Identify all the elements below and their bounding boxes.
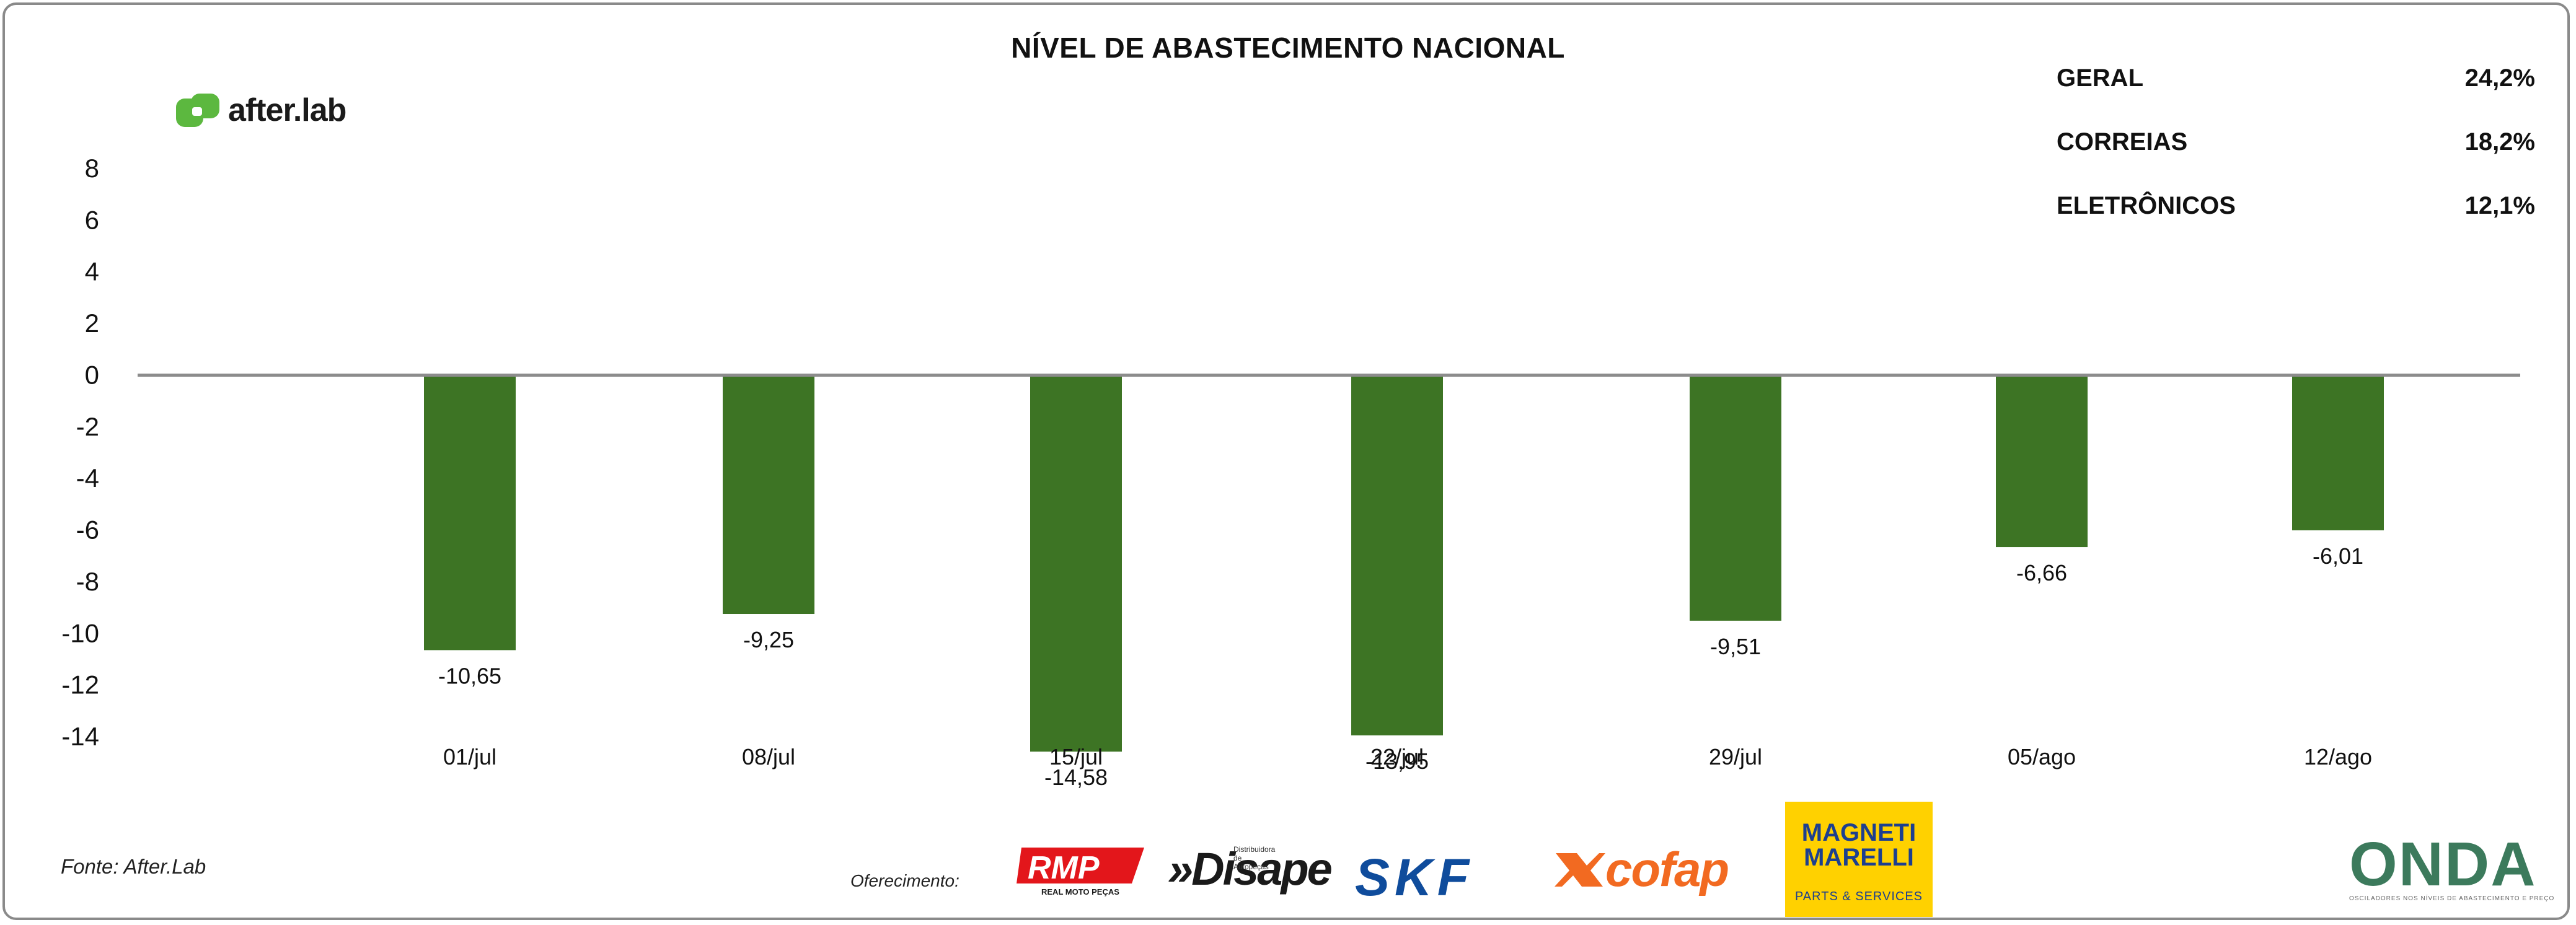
skf-logo: SKF [1355,848,1474,906]
onda-logo: ONDA OSCILADORES NOS NÍVEIS DE ABASTECIM… [2349,829,2554,902]
y-tick-label: 0 [85,360,99,389]
stat-row-geral: GERAL 24,2% [2057,64,2535,128]
x-tick-label: 01/jul [443,744,496,769]
rmp-logo-icon: RMP REAL MOTO PEÇAS [1017,848,1144,897]
rmp-logo: RMP REAL MOTO PEÇAS [1017,845,1147,897]
magneti-line2: MARELLI [1804,844,1914,871]
stat-label: ELETRÔNICOS [2057,192,2236,219]
bar [1030,375,1122,752]
data-label: -9,51 [1710,634,1761,659]
magneti-marelli-logo: MAGNETI MARELLI PARTS & SERVICES [1785,802,1933,917]
stat-value: 12,1% [2464,192,2535,219]
stat-label: CORREIAS [2057,128,2188,156]
cofap-logo: cofap [1550,841,1729,898]
bar [1996,375,2088,548]
stat-label: GERAL [2057,64,2143,92]
stats-panel: GERAL 24,2% CORREIAS 18,2% ELETRÔNICOS 1… [2057,64,2535,256]
data-label: -6,01 [2313,543,2363,569]
chart-title: NÍVEL DE ABASTECIMENTO NACIONAL [1011,32,1565,64]
afterlab-logo-icon [176,94,219,127]
y-tick-label: -4 [76,463,99,493]
magneti-name: MAGNETI MARELLI [1785,820,1933,870]
x-tick-label: 22/jul [1370,744,1424,769]
cofap-text: cofap [1605,842,1729,897]
data-label: -6,66 [2016,560,2067,585]
y-tick-label: -8 [76,567,99,596]
y-tick-label: 2 [85,309,99,338]
x-tick-label: 29/jul [1709,744,1762,769]
stat-value: 24,2% [2464,64,2535,92]
bar [2292,375,2384,530]
x-tick-label: 05/ago [2008,744,2076,769]
rmp-subtext: REAL MOTO PEÇAS [1041,887,1119,897]
stat-row-eletronicos: ELETRÔNICOS 12,1% [2057,192,2535,256]
bar [1351,375,1443,735]
source-note: Fonte: After.Lab [61,855,206,878]
onda-name: ONDA [2349,830,2537,899]
y-tick-label: -14 [61,722,99,751]
bar [723,375,814,615]
stat-row-correias: CORREIAS 18,2% [2057,128,2535,192]
x-tick-label: 12/ago [2304,744,2372,769]
bar [1690,375,1781,621]
data-label: -9,25 [743,627,794,652]
cofap-mark-icon [1555,853,1605,887]
rmp-text: RMP [1028,850,1100,886]
afterlab-brand: after.lab [176,92,346,129]
onda-subtext: OSCILADORES NOS NÍVEIS DE ABASTECIMENTO … [2349,895,2555,902]
bar [424,375,516,651]
x-tick-label: 15/jul [1049,744,1103,769]
bar-chart: 8 6 4 2 0 -2 -4 -6 -8 -10 -12 -14 -10,65 01/jul -9,25 0… [61,154,2520,790]
data-label: -10,65 [438,663,501,688]
y-tick-label: -10 [61,618,99,647]
y-tick-label: 4 [85,257,99,286]
magneti-line1: MAGNETI [1801,819,1917,846]
sponsor-label: Oferecimento: [850,871,959,890]
y-tick-label: 6 [85,205,99,234]
y-tick-label: -2 [76,412,99,441]
y-tick-label: -12 [61,670,99,699]
disape-logo: »Disape [1168,843,1333,895]
data-label: -13,95 [1365,748,1429,774]
stat-value: 18,2% [2464,128,2535,156]
magneti-subtext: PARTS & SERVICES [1794,890,1923,903]
brand-name: after.lab [228,92,346,128]
data-label: -14,58 [1044,765,1108,790]
y-tick-label: 8 [85,154,99,183]
y-tick-label: -6 [76,515,99,545]
x-tick-label: 08/jul [742,744,795,769]
disape-subtext: Distribuidora de Autopeças [1233,845,1276,871]
